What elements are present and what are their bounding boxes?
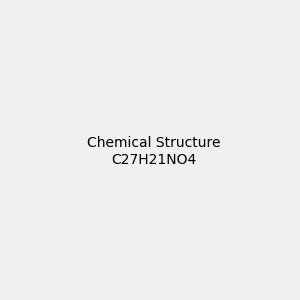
Text: Chemical Structure
C27H21NO4: Chemical Structure C27H21NO4 [87,136,220,166]
